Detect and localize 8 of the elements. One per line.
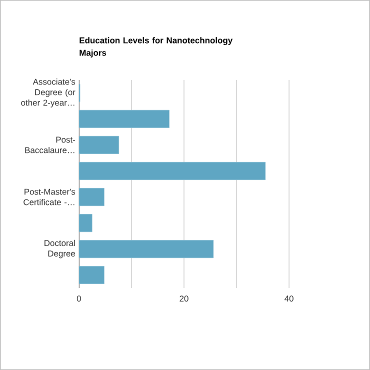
- y-tick-label: Associate's Degree (or other 2-year…: [21, 78, 76, 108]
- chart-title: Education Levels for Nanotechnology Majors: [80, 37, 233, 58]
- y-tick-label: Post-Master's Certificate -…: [24, 188, 76, 206]
- x-tick-label: 0: [76, 296, 81, 302]
- y-tick-label: Post-Baccalaure…: [25, 136, 76, 154]
- x-tick-label: 40: [284, 296, 294, 302]
- x-tick-label: 20: [180, 296, 188, 302]
- y-tick-label: Doctoral Degree: [44, 240, 76, 258]
